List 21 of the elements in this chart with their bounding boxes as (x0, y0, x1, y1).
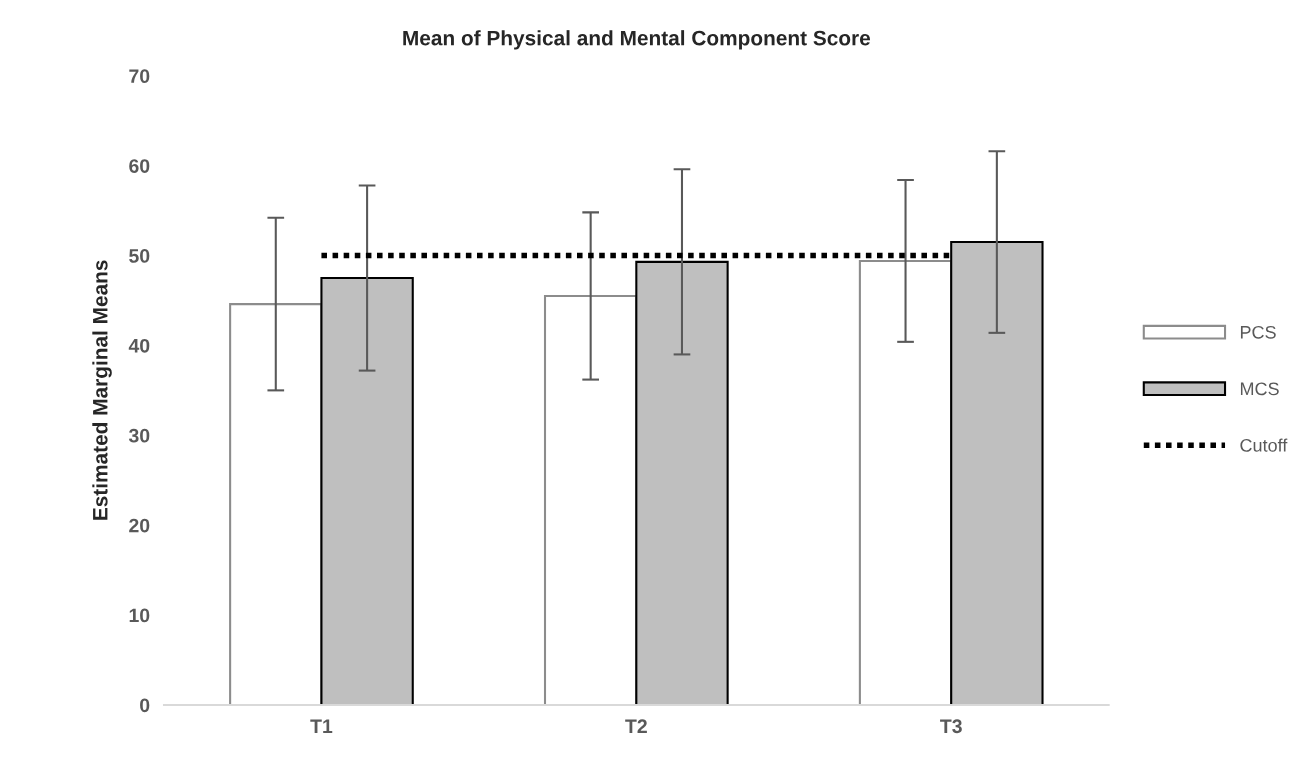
chart-title: Mean of Physical and Mental Component Score (403, 30, 871, 50)
y-tick-label: 20 (129, 518, 150, 533)
y-tick-label: 0 (140, 698, 150, 713)
y-tick-label: 50 (129, 249, 150, 263)
y-axis-title: Estimated Marginal Means (92, 260, 112, 520)
bar (320, 276, 414, 705)
x-tick-label: T3 (940, 719, 962, 734)
bar (858, 259, 953, 705)
legend-label: MCS (1240, 382, 1279, 396)
y-tick-label: 30 (128, 428, 150, 443)
y-tick-label: 60 (129, 159, 150, 173)
bar (229, 303, 323, 705)
bar (543, 294, 638, 705)
y-tick-label: 10 (129, 608, 150, 623)
y-tick-label: 70 (129, 69, 150, 84)
x-tick-label: T1 (310, 719, 333, 733)
x-tick-label: T2 (625, 719, 647, 733)
legend-label: Cutoff (1240, 438, 1288, 452)
legend-label: PCS (1240, 325, 1276, 339)
bar (635, 260, 729, 705)
y-tick-label: 40 (128, 338, 150, 353)
